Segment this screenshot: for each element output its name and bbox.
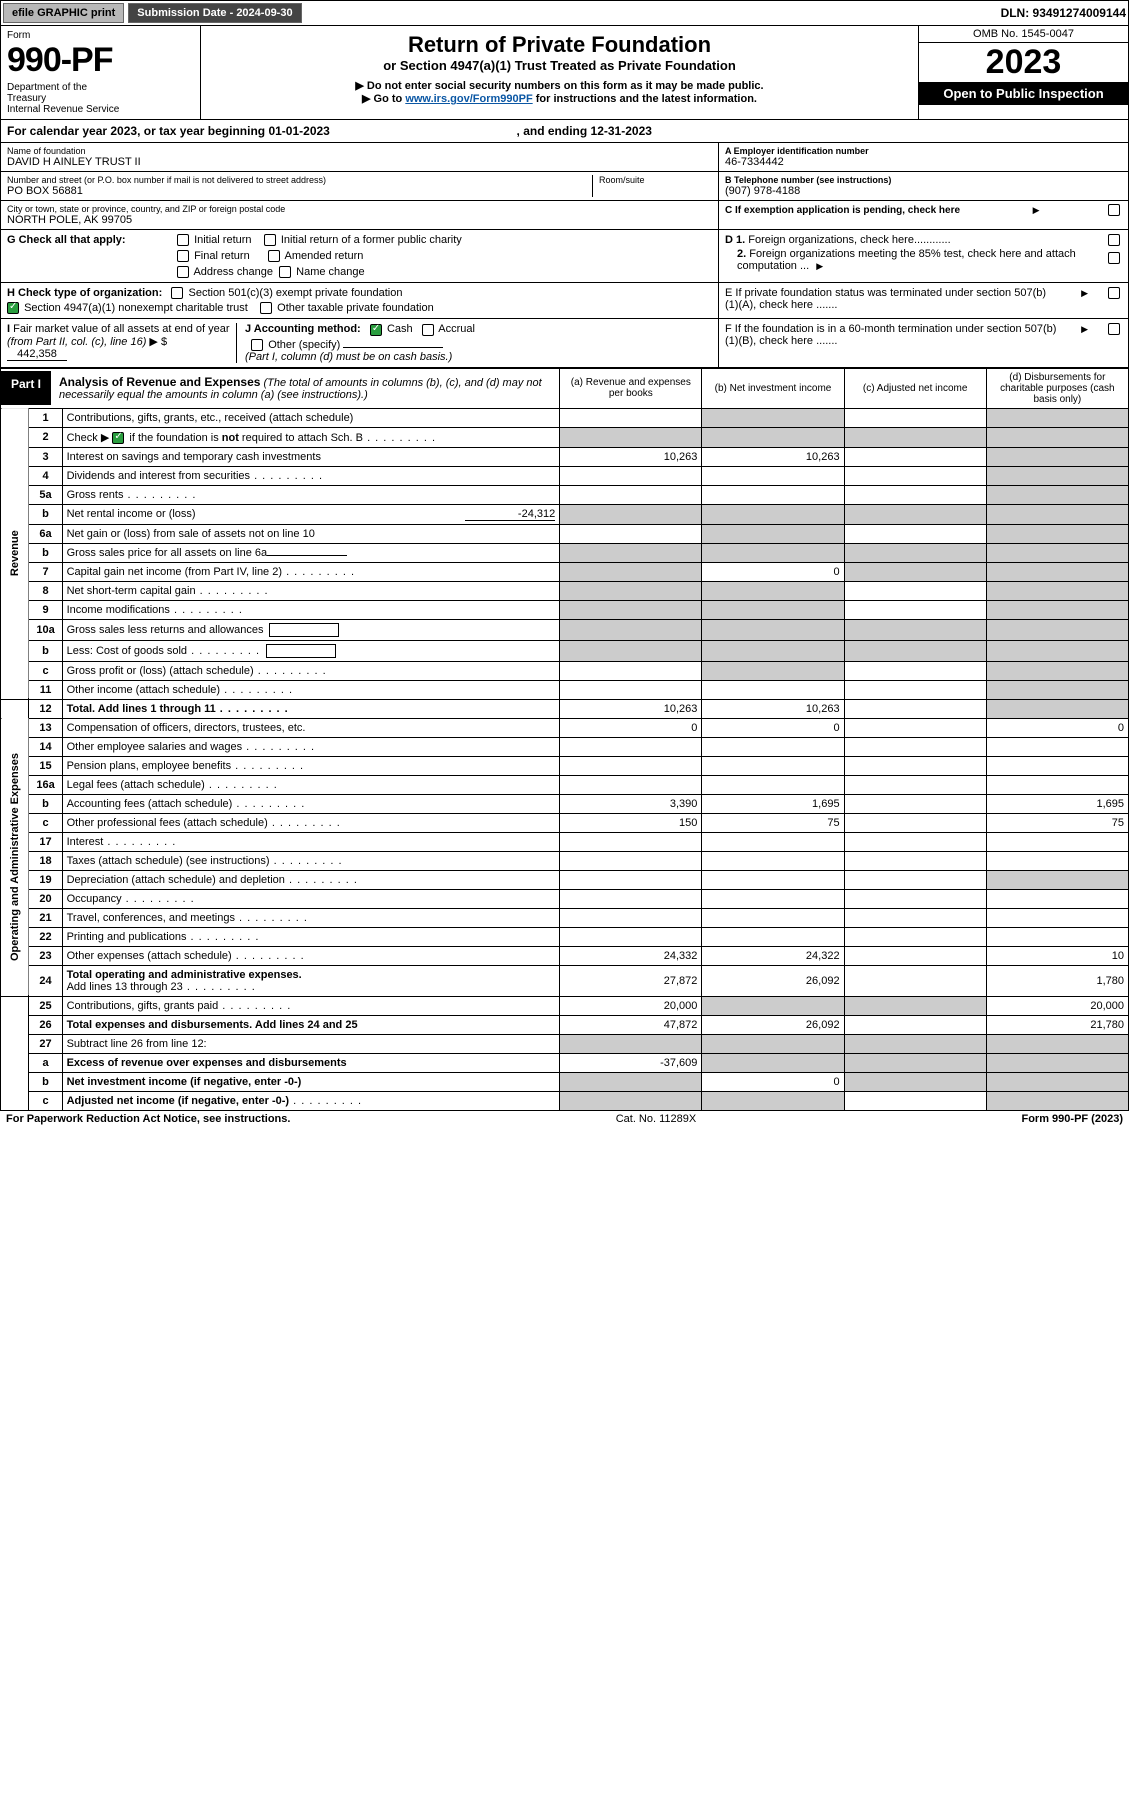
street-address: PO BOX 56881 [7,185,592,197]
paperwork-notice: For Paperwork Reduction Act Notice, see … [6,1113,290,1125]
catalog-number: Cat. No. 11289X [616,1113,697,1125]
exemption-pending-cell: C If exemption application is pending, c… [719,201,1128,219]
cash-checkbox[interactable] [370,324,382,336]
ssn-warning: ▶ Do not enter social security numbers o… [207,79,912,92]
submission-date-button[interactable]: Submission Date - 2024-09-30 [128,3,301,23]
form-title-block: Return of Private Foundation or Section … [201,26,918,119]
form-word: Form [7,30,194,41]
r7-b: 0 [702,562,844,581]
501c3-checkbox[interactable] [171,287,183,299]
d1-checkbox[interactable] [1108,234,1120,246]
form-code: Form 990-PF (2023) [1021,1113,1123,1125]
part1-tag: Part I [1,371,51,405]
form-subtitle: or Section 4947(a)(1) Trust Treated as P… [207,58,912,73]
part1-table: Part I Analysis of Revenue and Expenses … [0,368,1129,1111]
room-suite-label: Room/suite [599,175,712,185]
revenue-side-label: Revenue [1,408,29,699]
form-title: Return of Private Foundation [207,32,912,58]
r3-a: 10,263 [560,447,702,466]
irs-link[interactable]: www.irs.gov/Form990PF [405,93,532,105]
g-label: G Check all that apply: [7,234,147,246]
e-checkbox[interactable] [1108,287,1120,299]
col-d-header: (d) Disbursements for charitable purpose… [986,368,1128,408]
tax-year: 2023 [919,43,1128,82]
omb-number: OMB No. 1545-0047 [919,26,1128,43]
instructions-line: ▶ Go to www.irs.gov/Form990PF for instru… [207,92,912,105]
r3-b: 10,263 [702,447,844,466]
f-label: F If the foundation is in a 60-month ter… [725,323,1057,347]
phone-value: (907) 978-4188 [725,185,1122,197]
address-cell: Number and street (or P.O. box number if… [1,172,718,201]
r5b-val: -24,312 [465,508,555,521]
other-taxable-checkbox[interactable] [260,302,272,314]
h-label: H Check type of organization: [7,287,162,299]
address-change-checkbox[interactable] [177,266,189,278]
part1-title-cell: Analysis of Revenue and Expenses (The to… [51,371,559,405]
ein-cell: A Employer identification number 46-7334… [719,143,1128,172]
ein-value: 46-7334442 [725,156,1122,168]
city-state-zip: NORTH POLE, AK 99705 [7,214,712,226]
4947a1-checkbox[interactable] [7,302,19,314]
amended-return-checkbox[interactable] [268,250,280,262]
top-bar: efile GRAPHIC print Submission Date - 20… [0,0,1129,26]
form-number: 990-PF [7,41,194,80]
e-label: E If private foundation status was termi… [725,287,1057,311]
former-charity-checkbox[interactable] [264,234,276,246]
col-a-header: (a) Revenue and expenses per books [560,368,702,408]
department-label: Department of theTreasuryInternal Revenu… [7,82,194,115]
form-header: Form 990-PF Department of theTreasuryInt… [0,26,1129,120]
section-h-e: H Check type of organization: Section 50… [0,283,1129,319]
col-c-header: (c) Adjusted net income [844,368,986,408]
form-id-block: Form 990-PF Department of theTreasuryInt… [1,26,201,119]
j-note: (Part I, column (d) must be on cash basi… [245,351,712,363]
phone-cell: B Telephone number (see instructions) (9… [719,172,1128,201]
form-year-block: OMB No. 1545-0047 2023 Open to Public In… [918,26,1128,119]
foundation-name-cell: Name of foundation DAVID H AINLEY TRUST … [1,143,718,172]
city-cell: City or town, state or province, country… [1,201,718,229]
f-checkbox[interactable] [1108,323,1120,335]
calendar-year-line: For calendar year 2023, or tax year begi… [0,120,1129,143]
d2-checkbox[interactable] [1108,252,1120,264]
fmv-value: 442,358 [7,348,67,361]
col-b-header: (b) Net investment income [702,368,844,408]
dln-label: DLN: 93491274009144 [1001,6,1126,20]
initial-return-checkbox[interactable] [177,234,189,246]
r12-a: 10,263 [560,699,702,718]
final-return-checkbox[interactable] [177,250,189,262]
open-inspection-badge: Open to Public Inspection [919,82,1128,105]
name-change-checkbox[interactable] [279,266,291,278]
accrual-checkbox[interactable] [422,324,434,336]
sch-b-checkbox[interactable] [112,432,124,444]
expenses-side-label: Operating and Administrative Expenses [1,718,29,996]
year-begin: 01-01-2023 [268,124,329,138]
section-g-d: G Check all that apply: Initial return I… [0,230,1129,283]
foundation-name: DAVID H AINLEY TRUST II [7,156,712,168]
page-footer: For Paperwork Reduction Act Notice, see … [0,1111,1129,1133]
year-end: 12-31-2023 [591,124,652,138]
other-method-checkbox[interactable] [251,339,263,351]
identity-block: Name of foundation DAVID H AINLEY TRUST … [0,143,1129,230]
section-ij-f: I Fair market value of all assets at end… [0,319,1129,367]
efile-print-button[interactable]: efile GRAPHIC print [3,3,124,23]
r12-b: 10,263 [702,699,844,718]
exemption-pending-checkbox[interactable] [1108,204,1120,216]
